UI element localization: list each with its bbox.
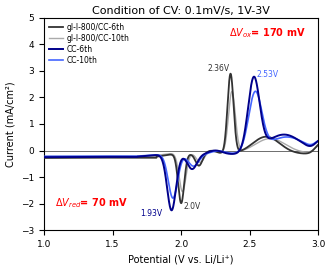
Text: $\Delta V_{ox}$= 170 mV: $\Delta V_{ox}$= 170 mV [229, 26, 306, 40]
X-axis label: Potential (V vs. Li/Li⁺): Potential (V vs. Li/Li⁺) [128, 254, 234, 264]
Title: Condition of CV: 0.1mV/s, 1V-3V: Condition of CV: 0.1mV/s, 1V-3V [92, 6, 270, 16]
Text: 2.0V: 2.0V [184, 202, 201, 211]
Text: $\Delta V_{red}$= 70 mV: $\Delta V_{red}$= 70 mV [55, 196, 128, 210]
Text: 2.36V: 2.36V [207, 64, 229, 73]
Text: 2.53V: 2.53V [257, 70, 279, 79]
Text: 1.93V: 1.93V [140, 208, 162, 218]
Y-axis label: Current (mA/cm²): Current (mA/cm²) [6, 81, 16, 167]
Legend: gl-I-800/CC-6th, gl-I-800/CC-10th, CC-6th, CC-10th: gl-I-800/CC-6th, gl-I-800/CC-10th, CC-6t… [48, 22, 131, 66]
